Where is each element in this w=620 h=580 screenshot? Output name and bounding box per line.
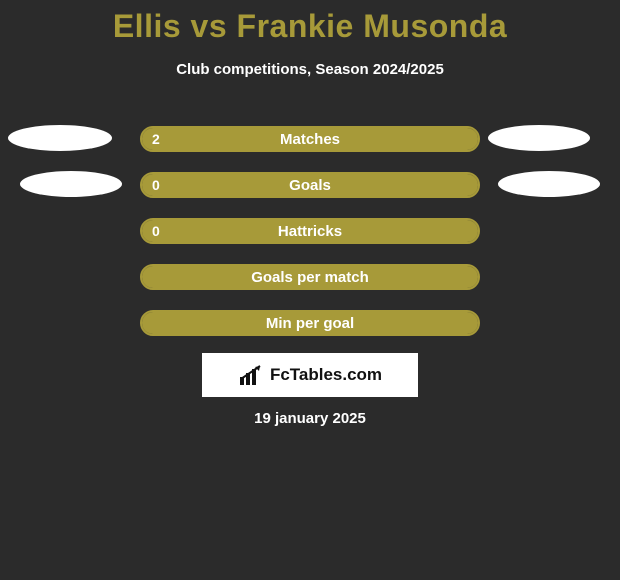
comparison-chart: 2Matches 0Goals 0Hattricks Goals per match M…	[0, 126, 620, 356]
bar-track: Min per goal	[140, 310, 480, 336]
subtitle: Club competitions, Season 2024/2025	[0, 61, 620, 78]
bar-track: 0Hattricks	[140, 218, 480, 244]
logo-text: FcTables.com	[270, 365, 382, 385]
bar-fill	[142, 312, 478, 334]
date-label: 19 january 2025	[0, 410, 620, 427]
bar-fill	[142, 220, 478, 242]
bar-fill	[142, 174, 478, 196]
bar-track: Goals per match	[140, 264, 480, 290]
right-marker	[488, 125, 590, 151]
left-marker	[8, 125, 112, 151]
stat-row: 0Hattricks	[0, 218, 620, 264]
bar-chart-arrow-icon	[238, 363, 266, 387]
bar-left-value: 0	[152, 174, 160, 196]
stat-row: 2Matches	[0, 126, 620, 172]
bar-track: 2Matches	[140, 126, 480, 152]
logo: FcTables.com	[202, 353, 418, 397]
stat-row: Goals per match	[0, 264, 620, 310]
bar-track: 0Goals	[140, 172, 480, 198]
stat-row: 0Goals	[0, 172, 620, 218]
bar-fill	[142, 266, 478, 288]
bar-left-value: 0	[152, 220, 160, 242]
bar-fill	[142, 128, 478, 150]
stat-row: Min per goal	[0, 310, 620, 356]
right-marker	[498, 171, 600, 197]
left-marker	[20, 171, 122, 197]
bar-left-value: 2	[152, 128, 160, 150]
page-title: Ellis vs Frankie Musonda	[0, 0, 620, 45]
